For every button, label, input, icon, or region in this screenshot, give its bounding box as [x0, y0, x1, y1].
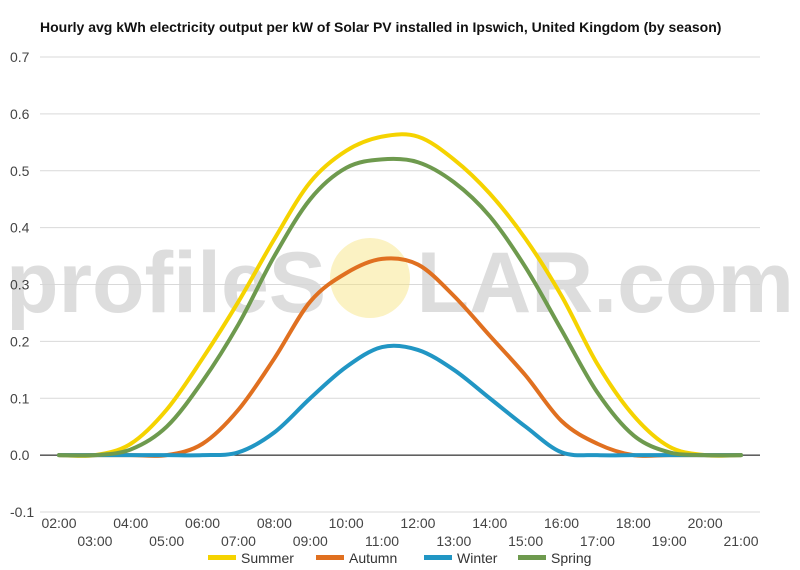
x-tick-label: 09:00 — [293, 533, 328, 549]
watermark: profileS LAR.com — [6, 235, 794, 331]
gridlines — [40, 56, 760, 513]
x-tick-label: 05:00 — [149, 533, 184, 549]
x-tick-label: 06:00 — [185, 515, 220, 531]
y-tick-label: 0.6 — [10, 106, 30, 122]
series-line-winter — [57, 343, 743, 458]
y-tick-label: -0.1 — [10, 504, 34, 520]
x-tick-label: 11:00 — [365, 533, 399, 549]
legend-swatch-winter — [424, 555, 452, 560]
x-tick-label: 20:00 — [688, 515, 723, 531]
watermark-text-left: profileS — [6, 235, 326, 331]
x-tick-label: 10:00 — [329, 515, 364, 531]
watermark-text-right: LAR.com — [417, 235, 794, 331]
series-line-summer — [57, 132, 743, 458]
legend-label-summer: Summer — [241, 550, 294, 566]
legend-label-autumn: Autumn — [349, 550, 397, 566]
x-tick-label: 21:00 — [723, 533, 758, 549]
legend-label-spring: Spring — [551, 550, 591, 566]
series-lines — [57, 132, 743, 458]
x-tick-label: 16:00 — [544, 515, 579, 531]
x-tick-label: 12:00 — [400, 515, 435, 531]
y-tick-label: 0.5 — [10, 163, 30, 179]
x-tick-label: 15:00 — [508, 533, 543, 549]
x-tick-label: 04:00 — [113, 515, 148, 531]
legend-label-winter: Winter — [457, 550, 498, 566]
y-axis-ticks: -0.1 0.0 0.1 0.2 0.3 0.4 0.5 0.6 0.7 — [10, 49, 34, 520]
series-line-spring — [57, 156, 743, 458]
watermark-sun-icon — [330, 238, 410, 318]
x-tick-label: 13:00 — [436, 533, 471, 549]
x-tick-label: 08:00 — [257, 515, 292, 531]
y-tick-label: 0.3 — [10, 277, 30, 293]
x-tick-label: 14:00 — [472, 515, 507, 531]
x-tick-label: 02:00 — [41, 515, 76, 531]
x-tick-label: 03:00 — [77, 533, 112, 549]
legend-swatch-autumn — [316, 555, 344, 560]
x-tick-label: 18:00 — [616, 515, 651, 531]
y-tick-label: 0.2 — [10, 333, 30, 349]
y-tick-label: 0.1 — [10, 390, 30, 406]
x-tick-label: 17:00 — [580, 533, 615, 549]
legend-swatch-spring — [518, 555, 546, 560]
chart-title: Hourly avg kWh electricity output per kW… — [40, 19, 722, 35]
legend-swatch-summer — [208, 555, 236, 560]
y-tick-label: 0.0 — [10, 447, 30, 463]
x-tick-label: 07:00 — [221, 533, 256, 549]
x-tick-label: 19:00 — [652, 533, 687, 549]
x-axis-ticks: 02:0003:0004:0005:0006:0007:0008:0009:00… — [41, 515, 758, 549]
legend: Summer Autumn Winter Spring — [208, 550, 591, 566]
y-tick-label: 0.4 — [10, 220, 30, 236]
y-tick-label: 0.7 — [10, 49, 30, 65]
